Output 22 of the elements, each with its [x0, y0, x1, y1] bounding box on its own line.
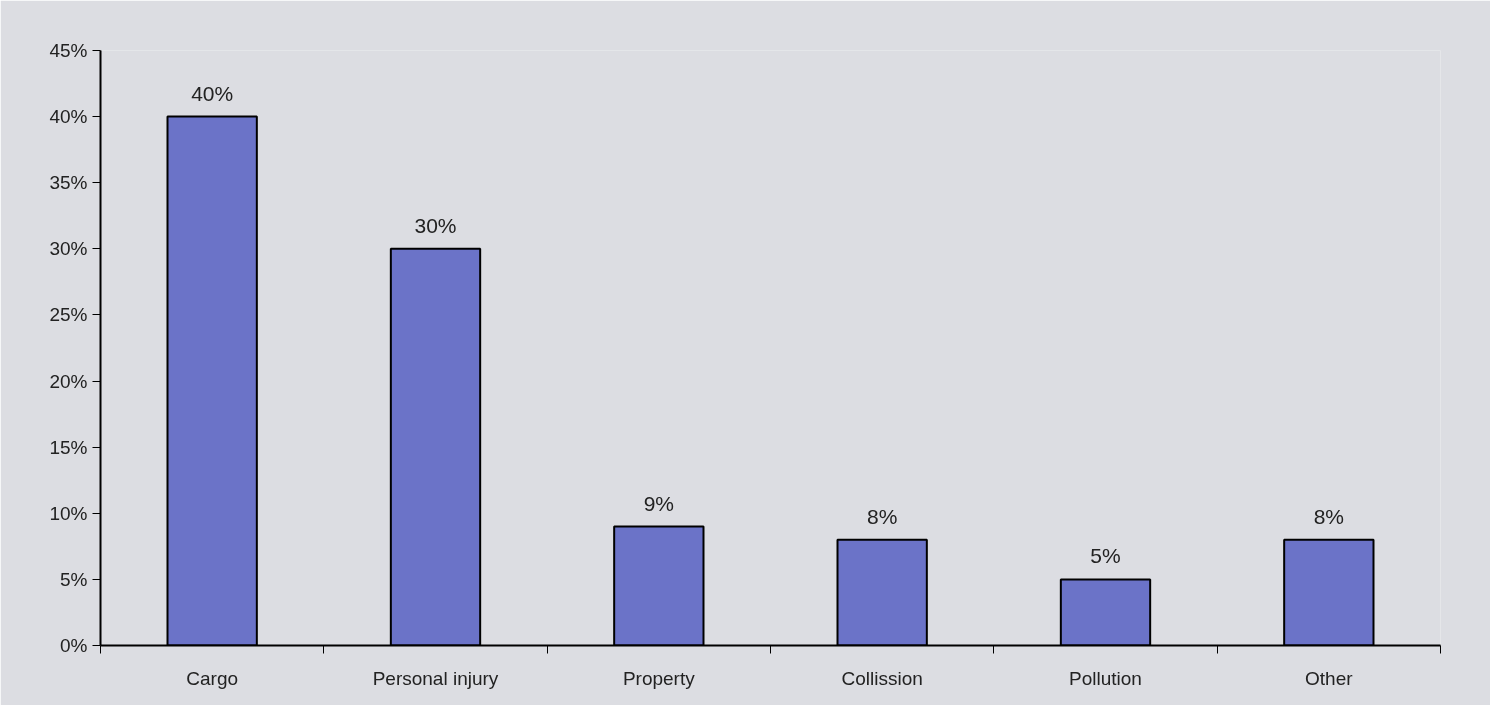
y-tick-label: 10% — [49, 502, 88, 524]
data-label: 8% — [866, 504, 898, 528]
y-tick-label: 35% — [49, 172, 88, 194]
x-tick-label: Property — [622, 667, 696, 689]
y-tick-label: 25% — [49, 304, 88, 326]
data-label: 40% — [191, 81, 234, 105]
x-tick-label: Pollution — [1069, 667, 1142, 689]
data-label: 30% — [414, 213, 457, 237]
y-tick-label: 5% — [60, 568, 88, 590]
x-tick-label: Cargo — [186, 667, 239, 689]
y-tick-label: 0% — [60, 635, 88, 656]
y-tick-label: 20% — [49, 370, 88, 392]
y-tick-label: 45% — [49, 40, 88, 61]
data-label: 8% — [1313, 504, 1345, 528]
data-label: 5% — [1090, 544, 1121, 568]
x-tick-label: Personal injury — [372, 667, 499, 689]
data-label: 9% — [643, 491, 675, 515]
y-tick-label: 40% — [49, 106, 88, 128]
y-tick-label: 15% — [49, 436, 88, 458]
x-tick-label: Other — [1305, 667, 1354, 689]
y-tick-label: 30% — [49, 238, 88, 260]
x-tick-label: Collission — [841, 667, 923, 689]
